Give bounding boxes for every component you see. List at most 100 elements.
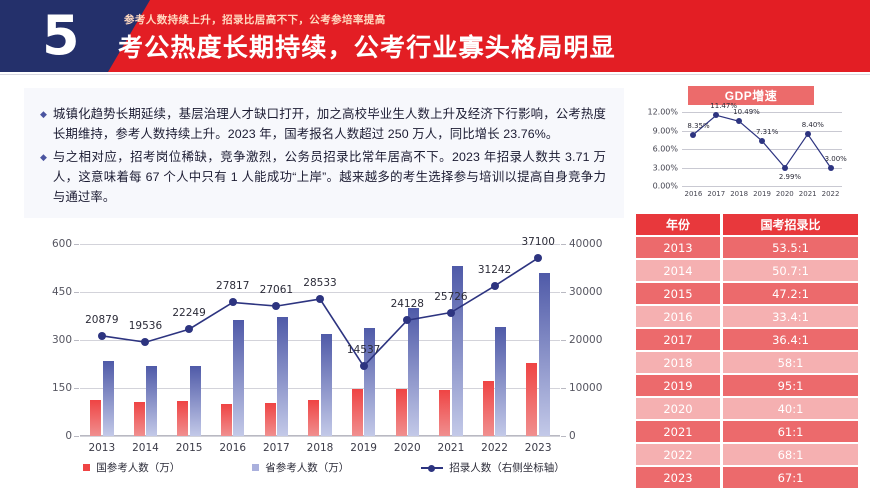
summary-text-panel: ◆ 城镇化趋势长期延续，基层治理人才缺口打开，加之高校毕业生人数上升及经济下行影响…: [24, 88, 624, 218]
table-header-row: 年份 国考招录比: [636, 214, 858, 235]
table-row: 2015 47.2:1: [636, 283, 858, 304]
gdp-data-point-label: 10.49%: [733, 108, 760, 117]
legend-item[interactable]: 省参考人数（万）: [252, 460, 349, 475]
diamond-bullet-icon: ◆: [40, 152, 47, 162]
x-axis-label: 2021: [437, 442, 465, 454]
gdp-x-axis-label: 2017: [707, 190, 726, 198]
table-cell-year: 2019: [636, 375, 720, 396]
bar-national-applicants: [482, 380, 494, 436]
x-axis-label: 2020: [393, 442, 421, 454]
gdp-data-point-label: 7.31%: [756, 127, 779, 136]
data-point: [316, 295, 324, 304]
bar-national-applicants: [264, 402, 276, 436]
y-axis-tick: [74, 244, 79, 245]
main-chart-plot-area: 0 150 300 450 600 0 10000 20000 30000 40000 2013 20…: [52, 236, 602, 454]
gdp-x-axis-label: 2020: [775, 190, 794, 198]
gdp-data-point: [781, 164, 788, 171]
gdp-data-point-label: 2.99%: [778, 172, 802, 181]
gdp-x-axis-label: 2021: [798, 190, 817, 198]
x-axis-label: 2023: [524, 442, 552, 454]
y2-axis-label: 0: [569, 430, 576, 442]
bullet-item: ◆ 城镇化趋势长期延续，基层治理人才缺口打开，加之高校毕业生人数上升及经济下行影响…: [40, 104, 606, 144]
bar-national-applicants: [177, 400, 189, 436]
legend-label: 省参考人数（万）: [265, 462, 350, 474]
legend-swatch-national: [83, 464, 91, 471]
table-header-cell: 年份: [636, 214, 720, 235]
y-axis-label: 300: [51, 334, 72, 346]
section-number: 5: [42, 4, 80, 67]
data-point: [272, 302, 281, 311]
bar-national-applicants: [439, 390, 451, 436]
table-cell-ratio: 50.7:1: [723, 260, 858, 281]
data-point-label: 19536: [128, 320, 163, 333]
table-cell-year: 2023: [636, 467, 720, 488]
gdp-y-axis-label: 0.00%: [652, 181, 678, 191]
y-axis-tick: [74, 388, 79, 389]
gdp-x-axis-label: 2022: [821, 190, 840, 198]
data-point: [446, 308, 455, 317]
table-cell-ratio: 61:1: [723, 421, 858, 442]
y-axis-tick: [74, 340, 79, 341]
gdp-chart-title: GDP增速: [688, 86, 814, 105]
bar-national-applicants: [395, 389, 407, 436]
bar-national-applicants: [133, 402, 145, 436]
bullet-text: 城镇化趋势长期延续，基层治理人才缺口打开，加之高校毕业生人数上升及经济下行影响，…: [52, 107, 606, 141]
bar-provincial-applicants: [102, 361, 114, 436]
table-cell-year: 2014: [636, 260, 720, 281]
gdp-x-axis-label: 2016: [684, 190, 703, 198]
data-point-label: 27817: [216, 280, 250, 293]
bar-national-applicants: [308, 399, 320, 436]
gdp-data-point-label: 8.35%: [687, 121, 710, 130]
y2-axis-label: 40000: [569, 238, 603, 250]
data-point-label: 20879: [85, 313, 119, 326]
data-point: [185, 325, 194, 334]
bar-national-applicants: [90, 399, 102, 436]
gdp-data-point-label: 3.00%: [824, 154, 847, 163]
gdp-gridline: [682, 167, 842, 169]
y-axis-label: 450: [51, 286, 72, 298]
table-cell-ratio: 95:1: [723, 375, 858, 396]
bar-provincial-applicants: [364, 328, 376, 436]
data-point: [97, 331, 106, 340]
table-row: 2018 58:1: [636, 352, 858, 373]
y2-axis-label: 30000: [569, 286, 603, 298]
bar-provincial-applicants: [146, 365, 158, 436]
table-cell-year: 2015: [636, 283, 720, 304]
recruitment-ratio-table: 年份 国考招录比 2013 53.5:1 2014 50.7:1 2015 47.2:1 201…: [636, 214, 858, 494]
legend-item[interactable]: 招录人数（右侧坐标轴）: [421, 460, 565, 475]
y2-axis-label: 20000: [569, 334, 603, 346]
y2-axis-tick: [561, 292, 566, 293]
gdp-data-point-label: 11.47%: [710, 102, 737, 111]
table-cell-year: 2013: [636, 237, 720, 258]
legend-swatch-provincial: [252, 464, 260, 471]
table-cell-ratio: 36.4:1: [723, 329, 858, 350]
legend-item[interactable]: 国参考人数（万）: [83, 460, 180, 475]
gridline: [80, 340, 560, 341]
data-point-label: 27061: [259, 284, 294, 297]
header-divider: [0, 72, 870, 75]
main-chart: 0 150 300 450 600 0 10000 20000 30000 40000 2013 20…: [24, 228, 624, 494]
x-axis-label: 2014: [132, 442, 159, 454]
diamond-bullet-icon: ◆: [40, 109, 47, 119]
gdp-data-point: [713, 112, 720, 119]
y-axis-label: 150: [51, 382, 72, 394]
y-axis-label: 600: [51, 238, 72, 250]
data-point-label: 22249: [172, 307, 206, 320]
bar-provincial-applicants: [495, 327, 507, 436]
gdp-data-point: [759, 137, 765, 144]
table-cell-year: 2021: [636, 421, 720, 442]
table-cell-ratio: 33.4:1: [723, 306, 858, 327]
bar-provincial-applicants: [451, 265, 463, 436]
data-point: [141, 338, 150, 347]
bar-provincial-applicants: [408, 308, 420, 436]
bar-provincial-applicants: [277, 316, 289, 436]
y-axis-tick: [74, 436, 79, 437]
gdp-gridline: [682, 112, 842, 113]
legend-label: 国参考人数（万）: [96, 462, 181, 474]
y2-axis-tick: [561, 244, 566, 245]
y2-axis-tick: [561, 388, 566, 389]
header-title: 考公热度长期持续，公考行业寡头格局明显: [118, 34, 616, 62]
data-point-label: 14537: [346, 344, 381, 357]
data-point: [359, 362, 368, 371]
